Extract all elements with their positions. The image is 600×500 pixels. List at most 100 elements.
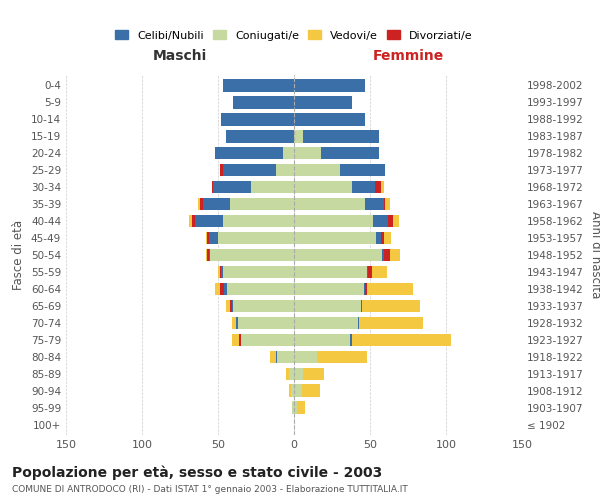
Bar <box>291 384 294 397</box>
Bar <box>220 266 221 278</box>
Bar <box>294 282 364 296</box>
Bar <box>383 248 390 262</box>
Bar <box>294 402 297 414</box>
Bar <box>294 96 352 108</box>
Bar <box>322 146 379 160</box>
Bar <box>200 198 203 210</box>
Bar <box>198 198 200 210</box>
Legend: Celibi/Nubili, Coniugati/e, Vedovi/e, Divorziati/e: Celibi/Nubili, Coniugati/e, Vedovi/e, Di… <box>115 30 473 40</box>
Bar <box>223 79 294 92</box>
Bar <box>230 300 232 312</box>
Bar <box>385 198 390 210</box>
Bar <box>340 164 385 176</box>
Bar <box>224 282 227 296</box>
Bar <box>352 180 374 194</box>
Bar <box>206 248 208 262</box>
Bar <box>276 350 277 364</box>
Bar <box>388 214 393 228</box>
Bar <box>390 248 400 262</box>
Bar <box>297 402 305 414</box>
Bar <box>286 368 289 380</box>
Bar <box>294 113 365 126</box>
Bar <box>368 266 371 278</box>
Y-axis label: Anni di nascita: Anni di nascita <box>589 212 600 298</box>
Bar <box>241 334 294 346</box>
Bar <box>365 198 383 210</box>
Bar <box>350 334 352 346</box>
Bar <box>195 214 223 228</box>
Bar <box>376 232 380 244</box>
Bar <box>232 334 239 346</box>
Bar <box>294 232 376 244</box>
Bar <box>232 300 233 312</box>
Bar <box>230 198 294 210</box>
Bar <box>292 402 294 414</box>
Bar <box>189 214 192 228</box>
Bar <box>367 282 413 296</box>
Bar <box>232 316 236 330</box>
Bar <box>214 180 251 194</box>
Y-axis label: Fasce di età: Fasce di età <box>13 220 25 290</box>
Bar <box>218 266 220 278</box>
Bar <box>364 282 365 296</box>
Bar <box>209 248 211 262</box>
Bar <box>294 266 367 278</box>
Bar <box>251 180 294 194</box>
Bar <box>218 232 294 244</box>
Bar <box>236 316 238 330</box>
Bar <box>226 300 230 312</box>
Text: Maschi: Maschi <box>153 49 207 63</box>
Bar <box>203 198 230 210</box>
Bar <box>373 214 388 228</box>
Bar <box>294 130 303 142</box>
Bar <box>294 316 358 330</box>
Bar <box>223 214 294 228</box>
Bar <box>223 266 294 278</box>
Bar <box>220 164 223 176</box>
Bar <box>220 282 224 296</box>
Bar <box>358 316 359 330</box>
Bar <box>317 350 367 364</box>
Bar <box>226 130 294 142</box>
Bar <box>383 232 391 244</box>
Bar <box>294 79 365 92</box>
Bar <box>302 384 320 397</box>
Bar <box>382 248 383 262</box>
Bar <box>365 282 367 296</box>
Bar <box>303 368 325 380</box>
Bar <box>294 146 322 160</box>
Bar <box>294 214 373 228</box>
Bar <box>294 198 365 210</box>
Bar <box>393 214 399 228</box>
Bar <box>208 232 209 244</box>
Bar <box>380 180 383 194</box>
Bar <box>294 300 361 312</box>
Bar <box>294 368 303 380</box>
Bar <box>352 334 451 346</box>
Bar <box>221 266 223 278</box>
Bar <box>359 316 423 330</box>
Bar <box>233 300 294 312</box>
Bar <box>215 146 283 160</box>
Bar <box>362 300 420 312</box>
Bar <box>277 350 294 364</box>
Bar <box>294 334 350 346</box>
Bar <box>380 232 383 244</box>
Bar <box>367 266 368 278</box>
Bar <box>303 130 379 142</box>
Bar <box>221 113 294 126</box>
Bar <box>361 300 362 312</box>
Bar <box>238 316 294 330</box>
Bar <box>374 180 380 194</box>
Bar <box>212 180 214 194</box>
Bar <box>383 198 385 210</box>
Bar <box>371 266 387 278</box>
Bar <box>289 368 294 380</box>
Bar <box>233 96 294 108</box>
Bar <box>211 248 294 262</box>
Bar <box>192 214 195 228</box>
Bar <box>294 350 317 364</box>
Bar <box>294 180 352 194</box>
Bar <box>283 146 294 160</box>
Bar <box>276 164 294 176</box>
